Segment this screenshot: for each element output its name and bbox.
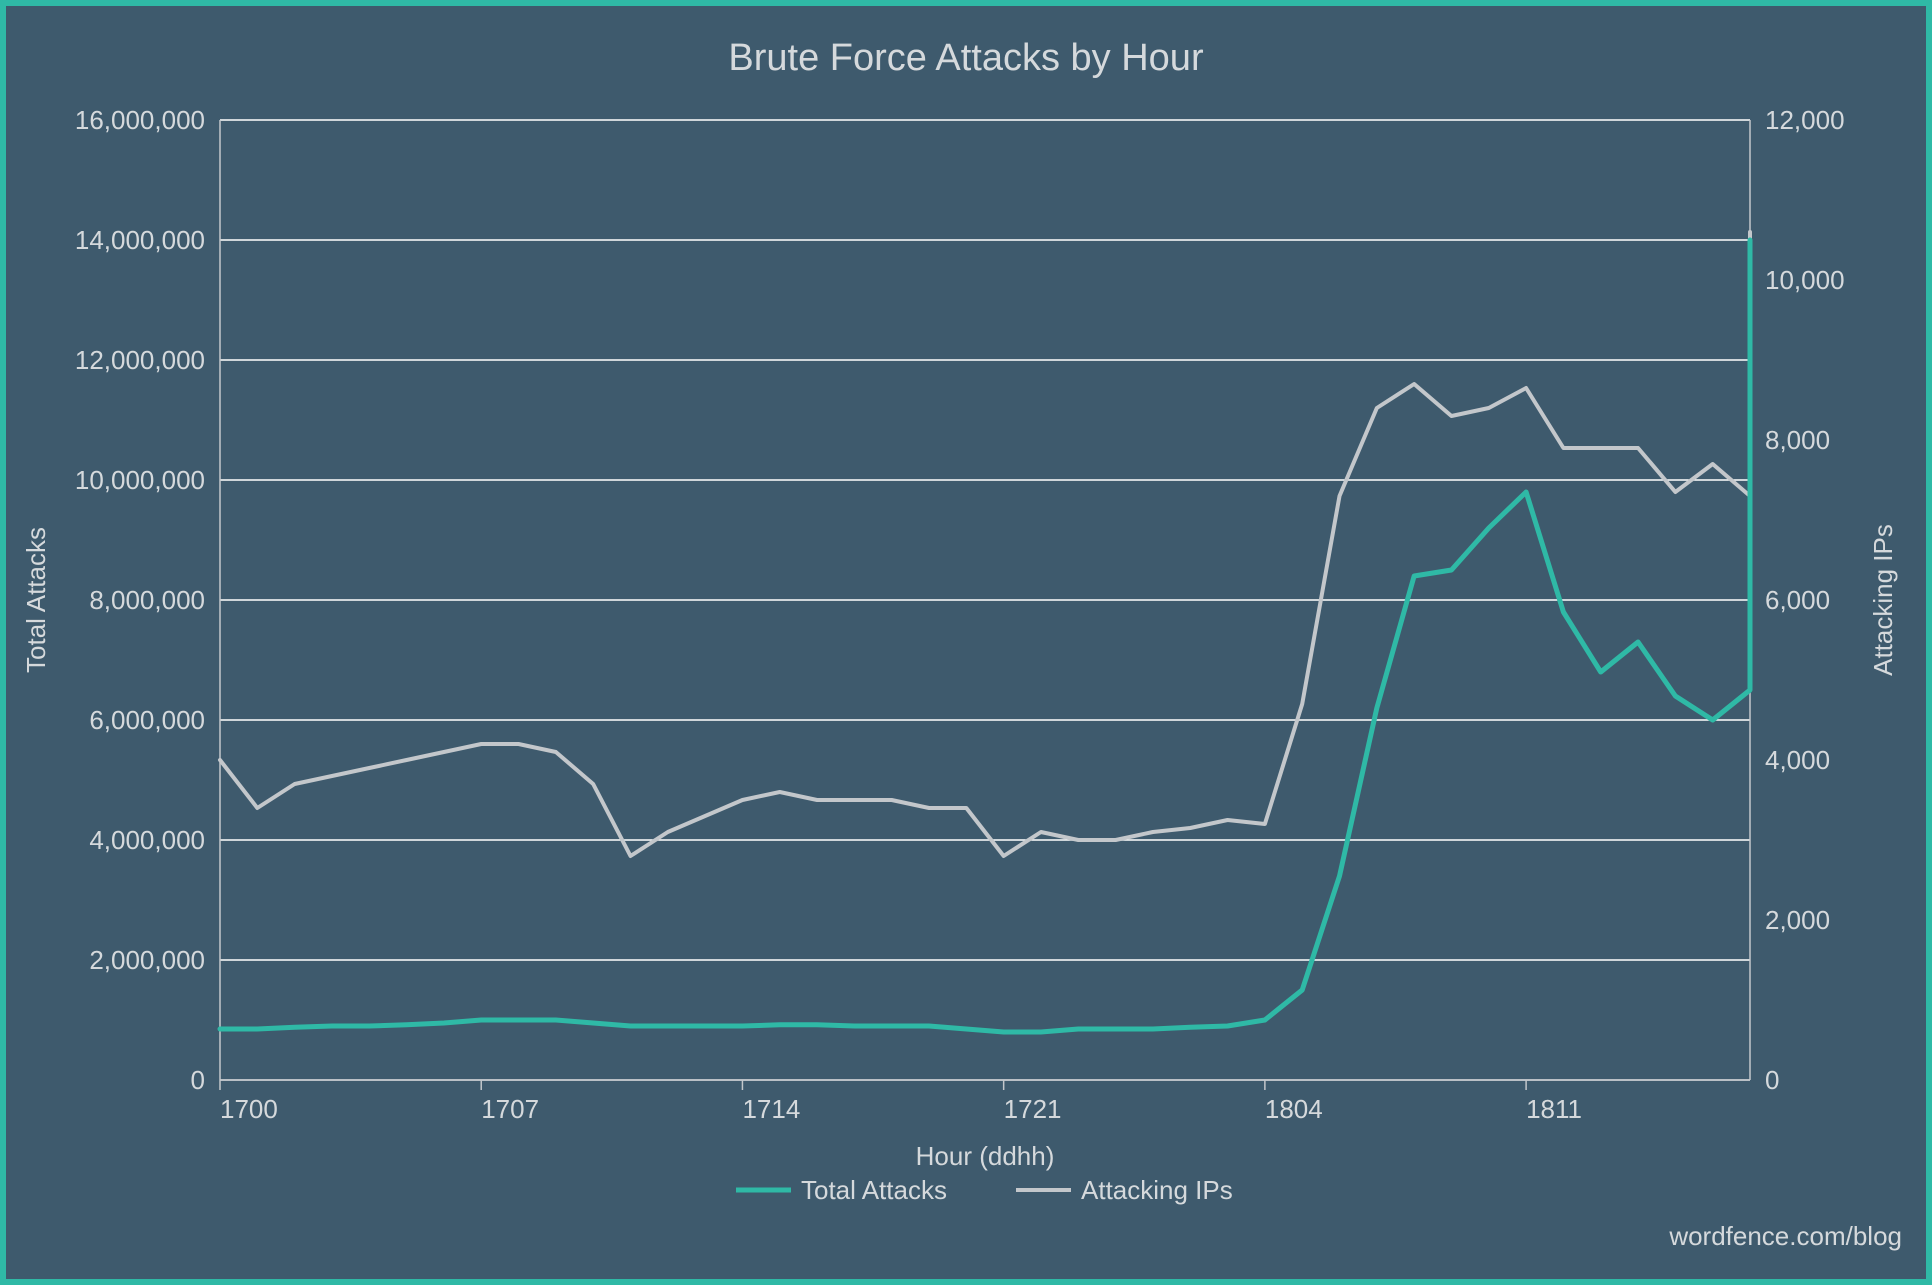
y-right-axis-label: Attacking IPs bbox=[1868, 524, 1898, 676]
y-left-tick-label: 10,000,000 bbox=[75, 465, 205, 495]
chart-background bbox=[0, 0, 1932, 1285]
y-left-tick-label: 16,000,000 bbox=[75, 105, 205, 135]
attribution-text: wordfence.com/blog bbox=[1668, 1221, 1902, 1251]
y-right-tick-label: 8,000 bbox=[1765, 425, 1830, 455]
x-tick-label: 1700 bbox=[220, 1094, 278, 1124]
chart-frame: 0 2,000,000 4,000,000 6,000,000 8,000,000 10,… bbox=[0, 0, 1932, 1285]
y-left-tick-label: 12,000,000 bbox=[75, 345, 205, 375]
y-left-tick-label: 2,000,000 bbox=[89, 945, 205, 975]
y-left-tick-label: 8,000,000 bbox=[89, 585, 205, 615]
legend-label: Attacking IPs bbox=[1081, 1175, 1233, 1205]
chart-title: Brute Force Attacks by Hour bbox=[728, 37, 1204, 79]
y-left-tick-label: 14,000,000 bbox=[75, 225, 205, 255]
x-axis-label: Hour (ddhh) bbox=[916, 1141, 1055, 1171]
x-tick-label: 1721 bbox=[1004, 1094, 1062, 1124]
y-left-tick-label: 4,000,000 bbox=[89, 825, 205, 855]
x-tick-label: 1707 bbox=[481, 1094, 539, 1124]
y-right-tick-label: 0 bbox=[1765, 1065, 1779, 1095]
chart-svg: 0 2,000,000 4,000,000 6,000,000 8,000,000 10,… bbox=[0, 0, 1932, 1285]
y-right-tick-label: 2,000 bbox=[1765, 905, 1830, 935]
y-left-tick-label: 6,000,000 bbox=[89, 705, 205, 735]
y-right-tick-label: 12,000 bbox=[1765, 105, 1845, 135]
y-right-tick-label: 6,000 bbox=[1765, 585, 1830, 615]
legend-label: Total Attacks bbox=[801, 1175, 947, 1205]
x-tick-label: 1714 bbox=[742, 1094, 800, 1124]
y-left-tick-label: 0 bbox=[191, 1065, 205, 1095]
y-right-tick-label: 4,000 bbox=[1765, 745, 1830, 775]
x-tick-label: 1804 bbox=[1265, 1094, 1323, 1124]
y-left-axis-label: Total Attacks bbox=[21, 527, 51, 673]
x-tick-label: 1811 bbox=[1526, 1094, 1582, 1124]
y-right-tick-label: 10,000 bbox=[1765, 265, 1845, 295]
